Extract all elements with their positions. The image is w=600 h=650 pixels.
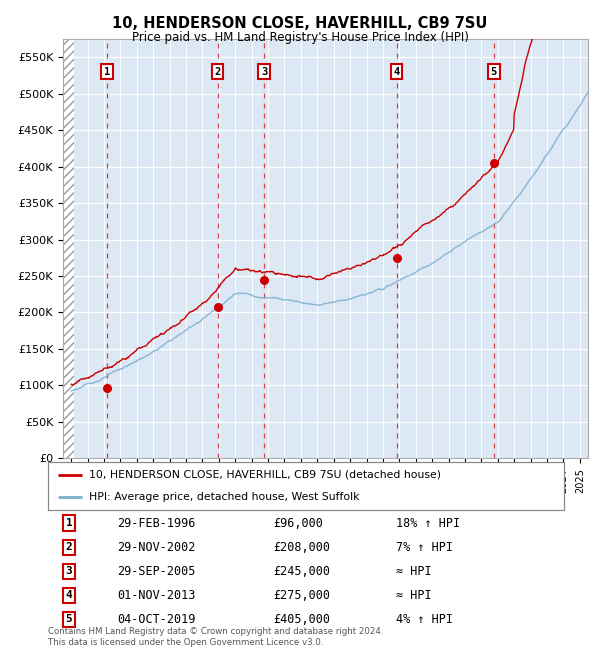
Text: 7% ↑ HPI: 7% ↑ HPI	[396, 541, 453, 554]
Text: £245,000: £245,000	[273, 565, 330, 578]
Text: 4% ↑ HPI: 4% ↑ HPI	[396, 613, 453, 626]
Text: 29-NOV-2002: 29-NOV-2002	[117, 541, 196, 554]
Text: ≈ HPI: ≈ HPI	[396, 565, 431, 578]
Text: 3: 3	[261, 67, 267, 77]
Text: 18% ↑ HPI: 18% ↑ HPI	[396, 517, 460, 530]
Text: 2: 2	[214, 67, 221, 77]
Text: 01-NOV-2013: 01-NOV-2013	[117, 589, 196, 602]
Text: 3: 3	[65, 566, 73, 577]
Text: Contains HM Land Registry data © Crown copyright and database right 2024.
This d: Contains HM Land Registry data © Crown c…	[48, 627, 383, 647]
Text: 4: 4	[394, 67, 400, 77]
Text: £208,000: £208,000	[273, 541, 330, 554]
Text: 29-SEP-2005: 29-SEP-2005	[117, 565, 196, 578]
Text: £96,000: £96,000	[273, 517, 323, 530]
Text: 1: 1	[104, 67, 110, 77]
Text: 04-OCT-2019: 04-OCT-2019	[117, 613, 196, 626]
Text: HPI: Average price, detached house, West Suffolk: HPI: Average price, detached house, West…	[89, 492, 360, 502]
Text: 2: 2	[65, 542, 73, 552]
Text: Price paid vs. HM Land Registry's House Price Index (HPI): Price paid vs. HM Land Registry's House …	[131, 31, 469, 44]
Text: 29-FEB-1996: 29-FEB-1996	[117, 517, 196, 530]
Text: 10, HENDERSON CLOSE, HAVERHILL, CB9 7SU: 10, HENDERSON CLOSE, HAVERHILL, CB9 7SU	[112, 16, 488, 31]
Text: ≈ HPI: ≈ HPI	[396, 589, 431, 602]
Text: 5: 5	[65, 614, 73, 625]
Bar	[63, 35, 74, 458]
Text: £275,000: £275,000	[273, 589, 330, 602]
Text: 5: 5	[491, 67, 497, 77]
Text: £405,000: £405,000	[273, 613, 330, 626]
Text: 10, HENDERSON CLOSE, HAVERHILL, CB9 7SU (detached house): 10, HENDERSON CLOSE, HAVERHILL, CB9 7SU …	[89, 470, 441, 480]
Text: 1: 1	[65, 518, 73, 528]
Text: 4: 4	[65, 590, 73, 601]
